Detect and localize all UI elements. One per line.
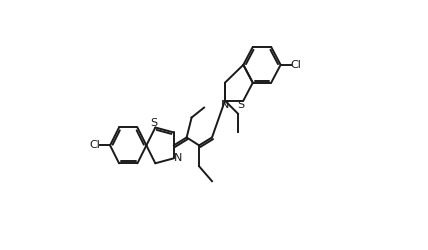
Text: N: N bbox=[174, 153, 182, 163]
Text: N: N bbox=[221, 100, 229, 110]
Text: Cl: Cl bbox=[291, 60, 301, 70]
Text: Cl: Cl bbox=[89, 140, 100, 150]
Text: S: S bbox=[151, 118, 158, 128]
Text: S: S bbox=[237, 100, 244, 110]
